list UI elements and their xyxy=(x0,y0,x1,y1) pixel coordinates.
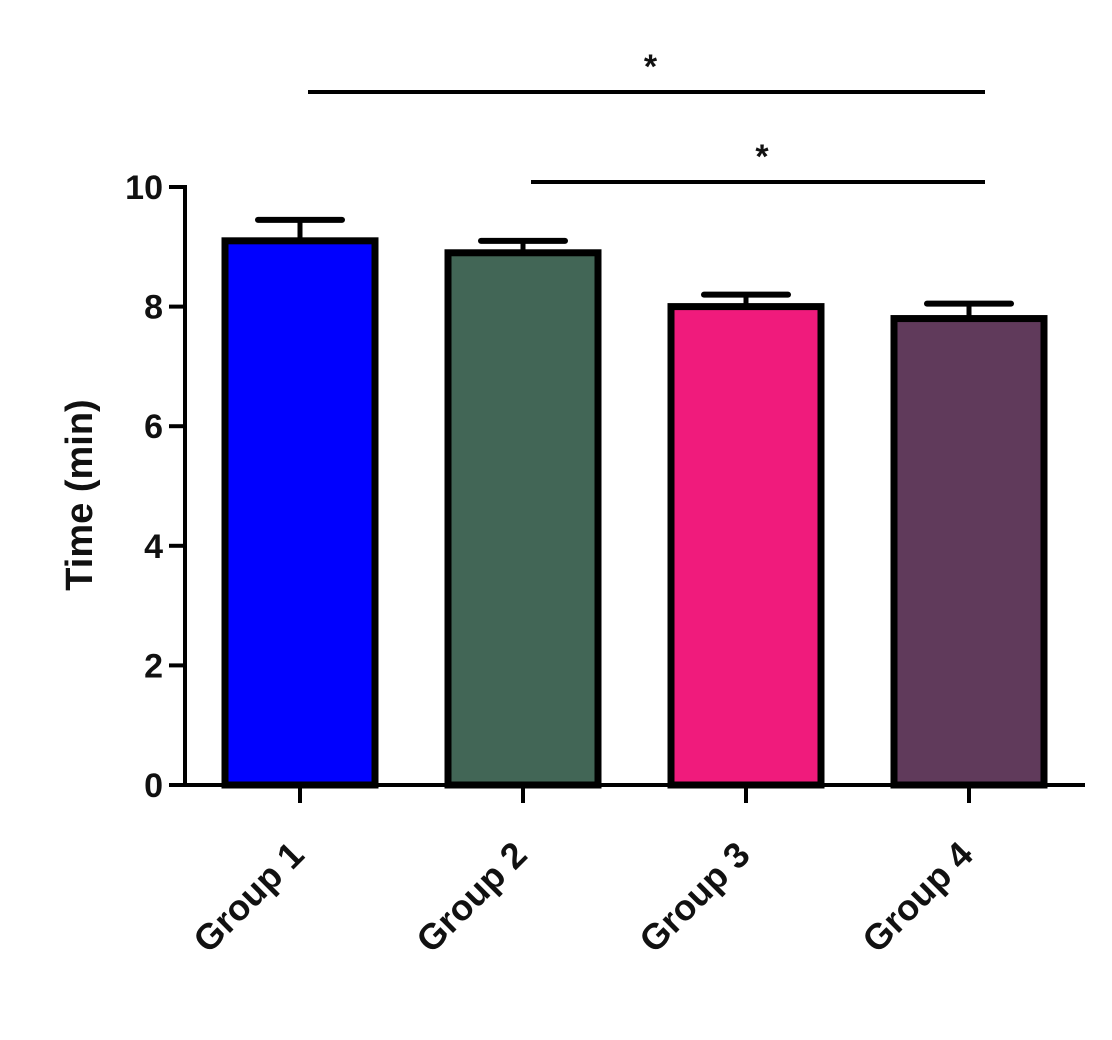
bar-group-2 xyxy=(444,249,602,789)
y-ticks: 0 2 4 6 8 10 xyxy=(125,169,185,805)
bars-layer xyxy=(221,216,1048,789)
x-tick-label: Group 2 xyxy=(408,834,535,961)
x-tick-label: Group 4 xyxy=(854,834,981,961)
y-tick-label: 8 xyxy=(144,289,163,327)
x-tick-label: Group 3 xyxy=(631,834,758,961)
x-tick-label: Group 1 xyxy=(185,834,312,961)
y-tick-label: 10 xyxy=(125,169,163,207)
y-tick-label: 0 xyxy=(144,767,163,805)
bar-group-4 xyxy=(890,315,1048,789)
y-tick-label: 4 xyxy=(144,528,163,566)
significance-annotations: ** xyxy=(308,48,985,184)
axes-layer xyxy=(183,185,1085,787)
y-tick-label: 2 xyxy=(144,647,163,685)
significance-star: * xyxy=(755,138,769,176)
x-ticks: Group 1 Group 2 Group 3 Group 4 xyxy=(185,785,981,960)
bar-group-1 xyxy=(221,237,379,789)
significance-star: * xyxy=(644,48,658,86)
y-axis-title: Time (min) xyxy=(59,399,101,590)
bar-group-3 xyxy=(667,303,825,789)
y-tick-label: 6 xyxy=(144,408,163,446)
